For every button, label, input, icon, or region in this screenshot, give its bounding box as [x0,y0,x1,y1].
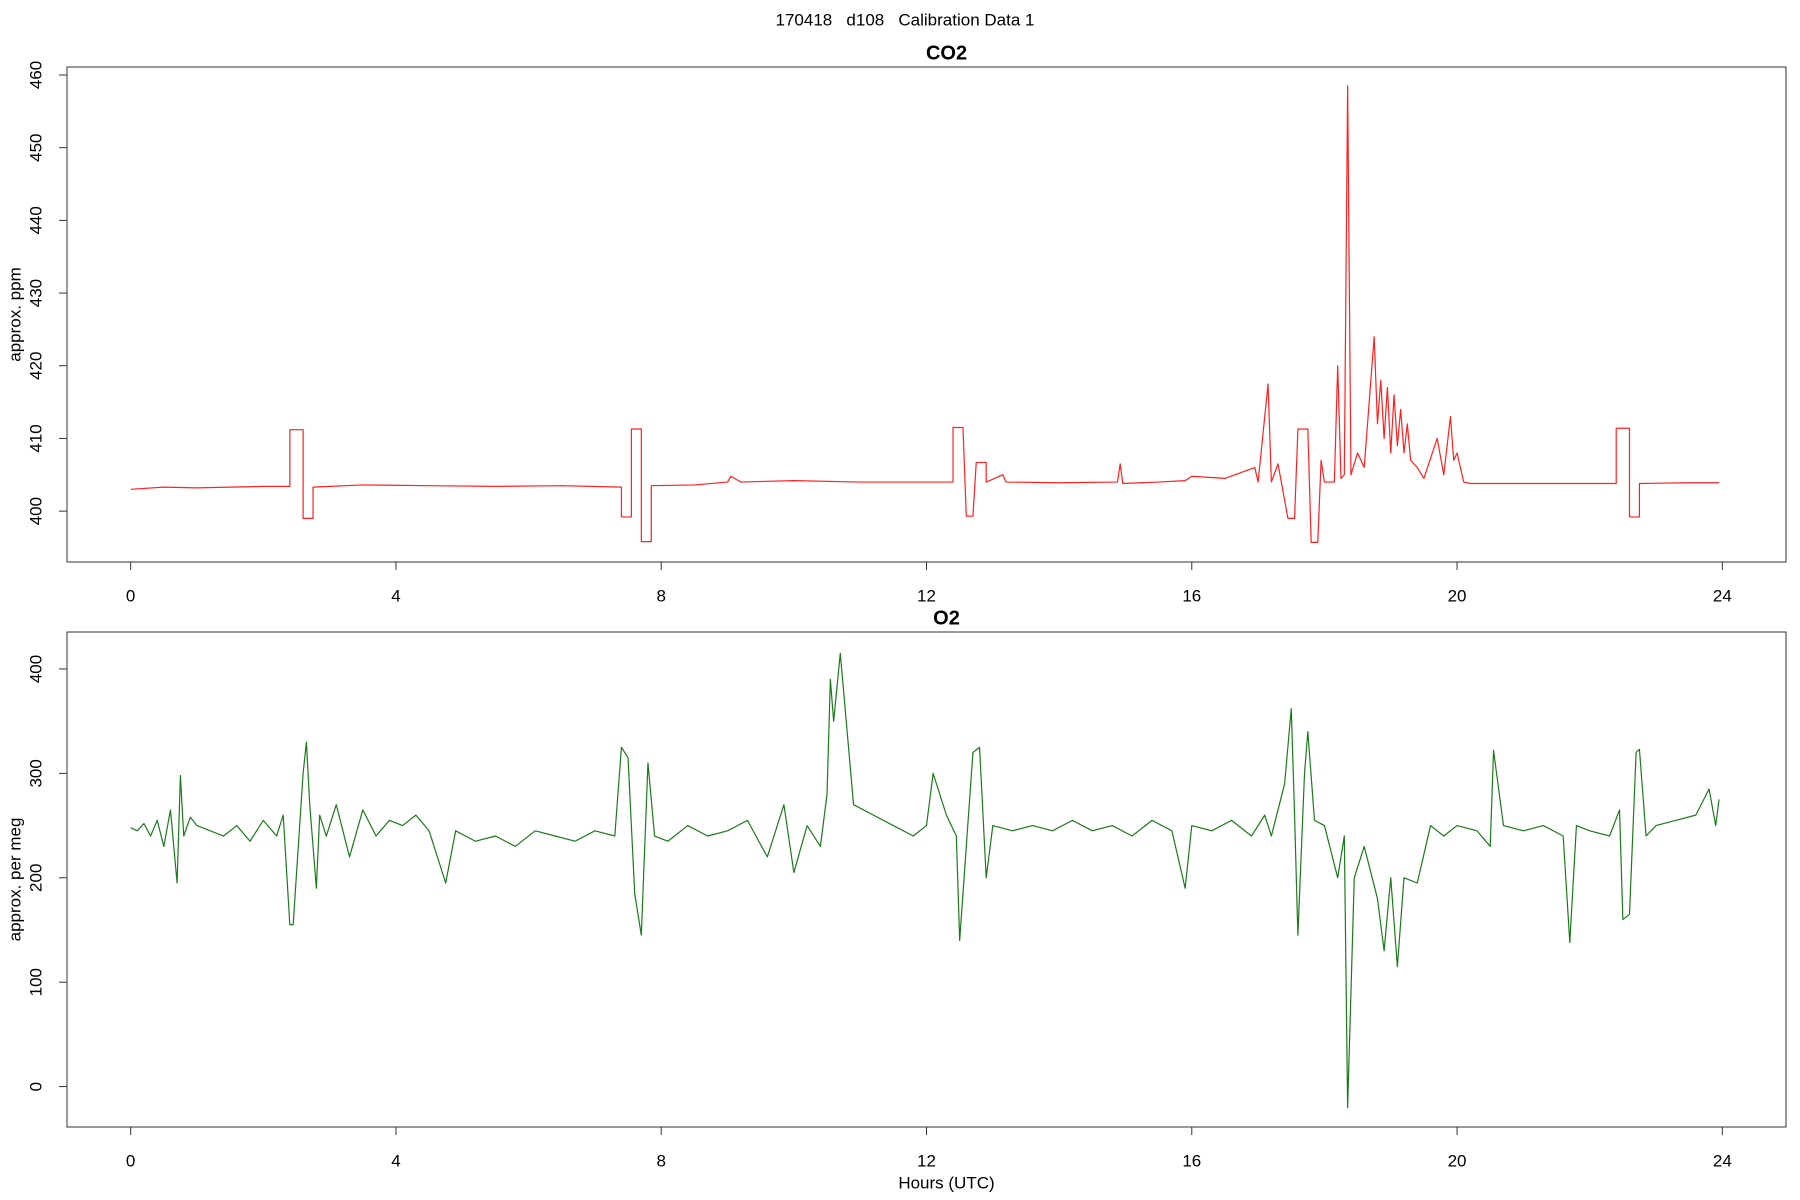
y-tick-label: 430 [26,279,45,307]
data-line [130,652,1720,1109]
x-tick-label: 8 [656,586,665,605]
x-tick-label: 16 [1182,1151,1201,1170]
x-tick-label: 8 [656,1151,665,1170]
y-tick-label: 300 [26,759,45,787]
y-tick-label: 440 [26,206,45,234]
x-tick-label: 4 [391,1151,400,1170]
x-tick-label: 0 [126,1151,135,1170]
x-tick-label: 4 [391,586,400,605]
y-tick-label: 400 [26,655,45,683]
figure-title: 170418 d108 Calibration Data 1 [776,10,1035,29]
x-tick-label: 0 [126,586,135,605]
panel-title: O2 [933,607,960,629]
y-tick-label: 460 [26,61,45,89]
y-axis-label: approx. ppm [5,267,24,362]
plot-frame [66,66,1787,563]
x-axis-label: Hours (UTC) [898,1173,994,1192]
x-tick-label: 24 [1713,586,1732,605]
y-tick-label: 200 [26,864,45,892]
x-tick-label: 12 [917,586,936,605]
x-tick-label: 16 [1182,586,1201,605]
x-tick-label: 20 [1448,1151,1467,1170]
y-tick-label: 400 [26,497,45,525]
y-tick-label: 450 [26,133,45,161]
data-line [130,85,1720,543]
panel-title: CO2 [926,42,967,64]
y-axis-label: approx. per meg [5,818,24,942]
plot-frame [66,631,1787,1128]
x-tick-label: 20 [1448,586,1467,605]
x-tick-label: 24 [1713,1151,1732,1170]
y-tick-label: 0 [26,1082,45,1091]
x-tick-label: 12 [917,1151,936,1170]
y-tick-label: 100 [26,968,45,996]
y-tick-label: 420 [26,352,45,380]
y-tick-label: 410 [26,424,45,452]
